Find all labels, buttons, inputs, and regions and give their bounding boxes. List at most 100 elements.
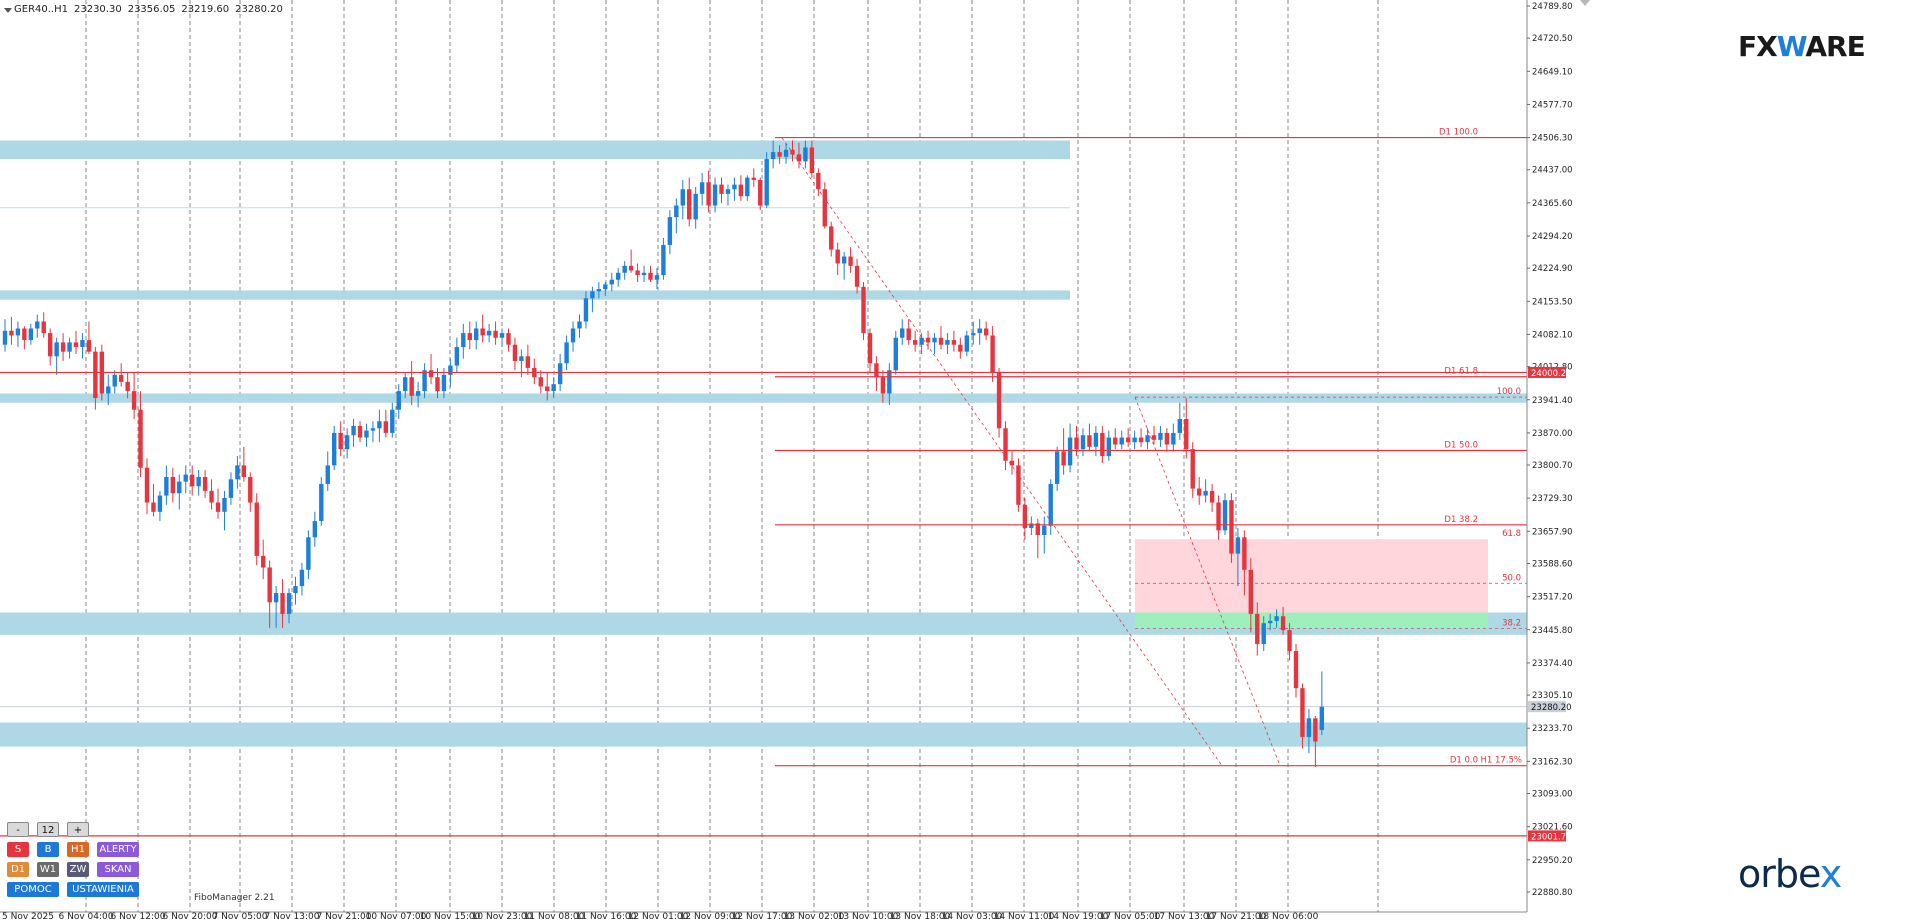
candle-body xyxy=(1093,432,1099,447)
scan-button[interactable]: SKAN xyxy=(97,862,139,877)
open-value: 23230.30 xyxy=(73,4,122,15)
candle-body xyxy=(118,374,124,382)
candle-body xyxy=(1048,483,1053,526)
help-button[interactable]: POMOC xyxy=(7,882,59,897)
settings-button[interactable]: USTAWIENIA xyxy=(67,882,139,897)
candle-body xyxy=(1003,428,1008,461)
candle xyxy=(1048,479,1053,536)
candle xyxy=(790,140,795,162)
decrease-button[interactable]: - xyxy=(7,822,29,837)
candle xyxy=(667,210,673,255)
candle-body xyxy=(286,593,292,614)
candle-body xyxy=(248,476,253,503)
candle xyxy=(1274,609,1279,628)
candle xyxy=(1158,425,1163,447)
candle xyxy=(209,479,214,510)
time-tick-label: 11 Nov 16:00 xyxy=(576,912,637,922)
candle xyxy=(596,282,602,299)
candle xyxy=(144,458,150,515)
candle-body xyxy=(415,391,421,396)
dropdown-arrow-icon[interactable] xyxy=(4,8,12,13)
candle-body xyxy=(1196,488,1202,496)
candle-body xyxy=(157,495,163,512)
sell-button[interactable]: S xyxy=(7,842,29,857)
candle-body xyxy=(319,483,324,522)
candle xyxy=(506,328,511,352)
candle-body xyxy=(551,384,556,392)
candle xyxy=(299,562,305,596)
price-tag-bg xyxy=(1528,366,1566,378)
buy-button[interactable]: B xyxy=(37,842,59,857)
candle-body xyxy=(1261,623,1266,645)
price-tick-label: 24153.50 xyxy=(1532,297,1573,307)
price-tick-label: 23093.00 xyxy=(1532,790,1573,800)
candle-body xyxy=(1313,718,1318,742)
candle-body xyxy=(73,342,79,348)
candle xyxy=(809,140,815,178)
timeframe-w1-button[interactable]: W1 xyxy=(37,862,59,877)
candle xyxy=(151,483,156,517)
candle xyxy=(964,330,969,357)
candle xyxy=(648,265,653,283)
candle-body xyxy=(312,521,318,538)
time-tick-label: 13 Nov 10:00 xyxy=(838,912,899,922)
candle-body xyxy=(699,182,705,194)
candle xyxy=(248,472,253,512)
candle-body xyxy=(770,152,776,160)
candle-body xyxy=(448,365,453,375)
candle xyxy=(202,470,208,498)
price-tick-label: 24789.80 xyxy=(1532,2,1573,12)
time-tick-label: 6 Nov 12:00 xyxy=(111,912,166,922)
increase-button[interactable]: + xyxy=(67,822,89,837)
candle xyxy=(900,319,905,345)
level-label: 100.0 xyxy=(1497,387,1521,397)
candle-body xyxy=(674,205,679,218)
candle xyxy=(880,370,886,403)
price-tick-label: 23657.90 xyxy=(1532,527,1573,537)
candle xyxy=(1216,495,1221,540)
candle xyxy=(138,391,143,477)
candle-body xyxy=(783,149,789,157)
candle-body xyxy=(1280,616,1286,631)
candle-body xyxy=(545,386,550,392)
candle xyxy=(570,321,576,352)
price-tick-label: 23305.10 xyxy=(1532,691,1573,701)
candle-body xyxy=(196,476,201,487)
candle xyxy=(106,374,111,406)
shift-marker-icon[interactable] xyxy=(1580,0,1590,6)
candle xyxy=(9,316,14,345)
zw-button[interactable]: ZW xyxy=(67,862,89,877)
candle xyxy=(912,330,918,352)
candle xyxy=(2,319,8,352)
candle-body xyxy=(557,363,563,385)
time-tick-label: 12 Nov 09:00 xyxy=(680,912,741,922)
time-tick-label: 13 Nov 18:00 xyxy=(890,912,951,922)
candle-body xyxy=(1287,630,1292,652)
candle-body xyxy=(758,179,763,206)
candle xyxy=(183,465,188,494)
candle-body xyxy=(1138,437,1144,443)
candle-body xyxy=(1184,418,1189,450)
candle-body xyxy=(47,333,53,357)
candle xyxy=(22,326,27,350)
orbex-logo-x: x xyxy=(1819,852,1842,896)
timeframe-h1-button[interactable]: H1 xyxy=(67,842,89,857)
candle-body xyxy=(1300,688,1305,737)
candle-body xyxy=(829,226,834,250)
fxware-logo-w: W xyxy=(1776,30,1807,63)
timeframe-d1-button[interactable]: D1 xyxy=(7,862,29,877)
candle-body xyxy=(732,184,737,190)
level-label: 38.2 xyxy=(1502,618,1521,628)
time-tick-label: 17 Nov 05:00 xyxy=(1100,912,1161,922)
candle-body xyxy=(15,328,21,336)
candle-body xyxy=(1319,706,1325,730)
candle xyxy=(273,586,279,628)
alerts-button[interactable]: ALERTY xyxy=(97,842,139,857)
candle-body xyxy=(654,275,660,280)
candle xyxy=(157,490,163,522)
candle-body xyxy=(493,330,498,338)
candle-body xyxy=(125,381,130,392)
candle-body xyxy=(809,147,815,173)
